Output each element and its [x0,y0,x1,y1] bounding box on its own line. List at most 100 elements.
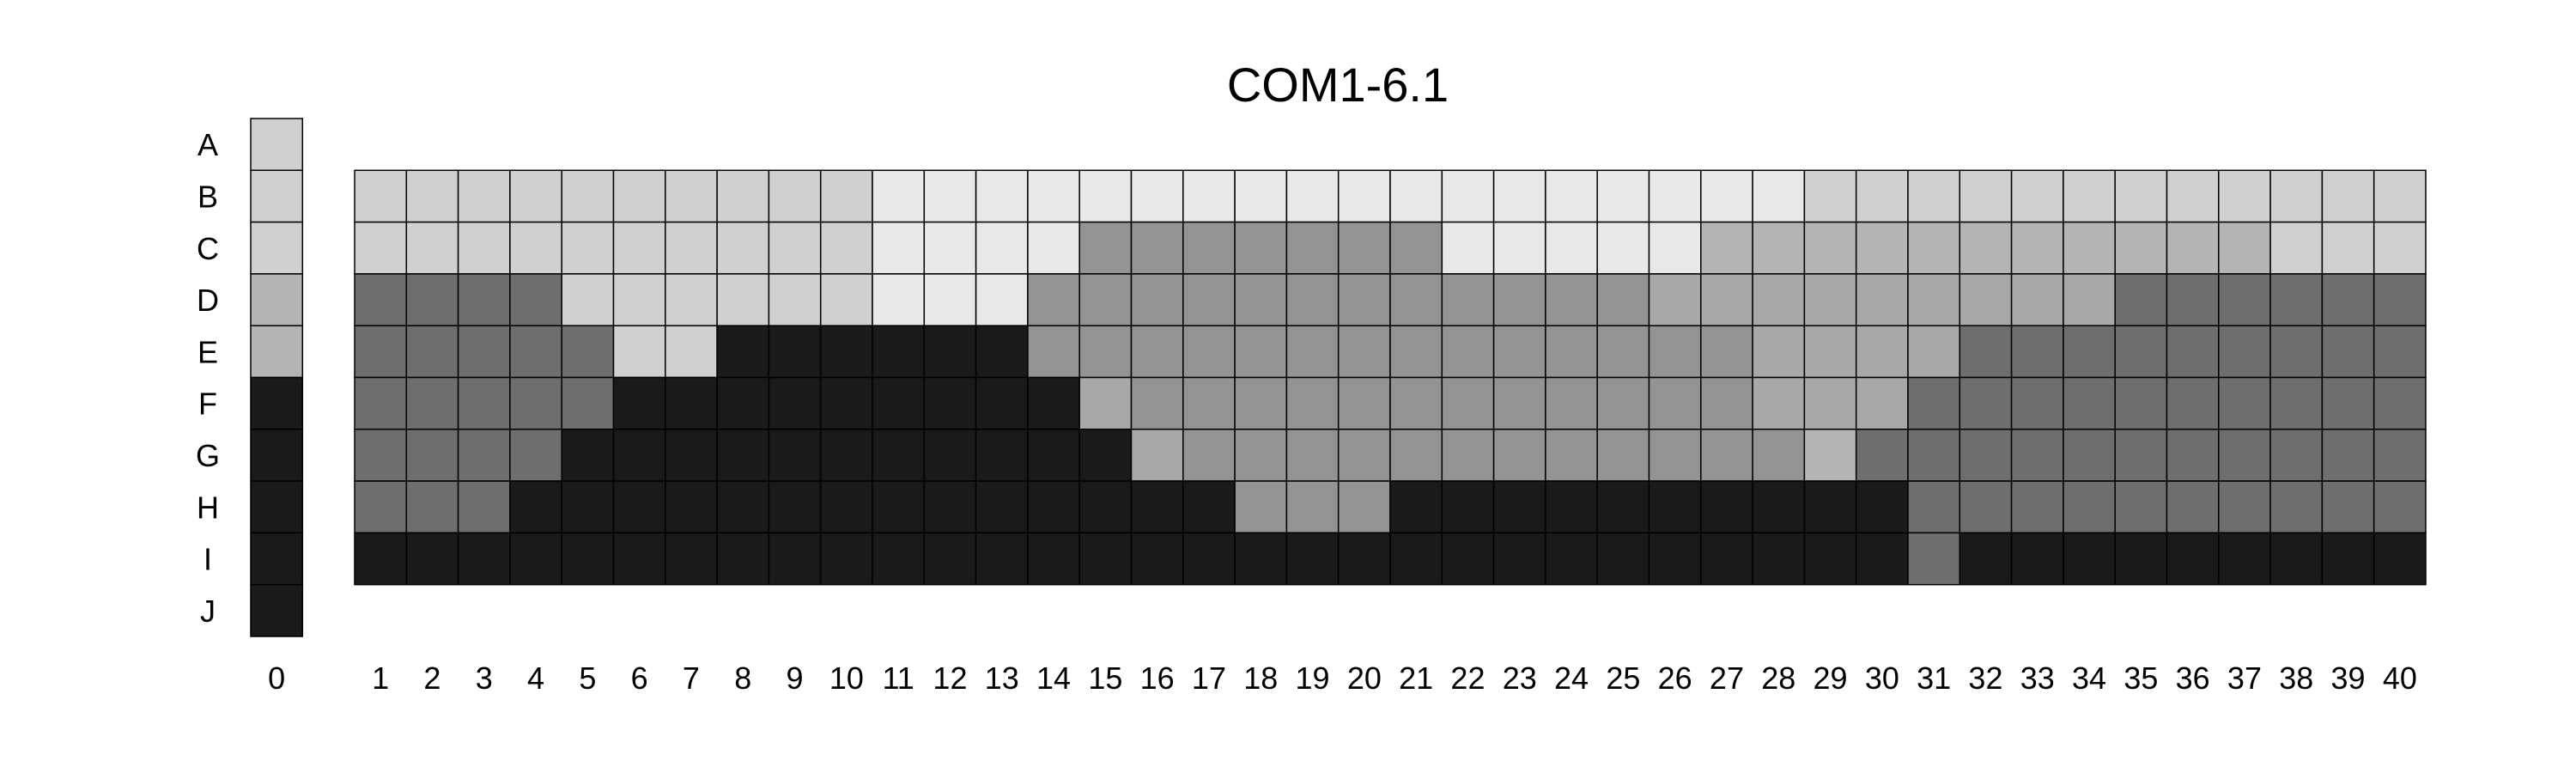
column-label-37: 37 [2227,660,2262,696]
cell-b-20 [1337,169,1391,223]
cell-c-33 [2010,221,2064,275]
cell-i-27 [1700,532,1753,586]
cell-b-32 [1959,169,2013,223]
cell-f-40 [2372,376,2427,430]
cell-e-33 [2010,325,2064,379]
row-label-b: B [197,179,218,214]
cell-g-28 [1752,429,1806,482]
reference-cell-e [250,325,304,379]
cell-d-9 [768,273,822,326]
cell-i-22 [1441,532,1495,586]
cell-c-32 [1959,221,2013,275]
column-label-31: 31 [1917,660,1951,696]
cell-h-25 [1596,480,1650,534]
cell-c-35 [2114,221,2168,275]
cell-h-7 [665,480,718,534]
cell-b-17 [1182,169,1236,223]
cell-b-38 [2269,169,2324,223]
row-label-d: D [197,283,219,318]
cell-d-3 [457,273,511,326]
cell-f-1 [354,376,408,430]
cell-c-23 [1492,221,1546,275]
cell-f-18 [1234,376,1288,430]
cell-i-39 [2321,532,2375,586]
cell-e-8 [716,325,770,379]
cell-i-15 [1078,532,1133,586]
column-label-26: 26 [1658,660,1692,696]
cell-e-26 [1648,325,1702,379]
cell-e-27 [1700,325,1753,379]
reference-cell-a [250,118,304,172]
cell-f-9 [768,376,822,430]
column-label-33: 33 [2020,660,2055,696]
cell-d-33 [2010,273,2064,326]
row-label-j: J [200,593,216,629]
cell-g-11 [872,429,926,482]
cell-g-29 [1803,429,1857,482]
cell-e-34 [2063,325,2116,379]
chart-title: COM1-6.1 [1227,58,1449,112]
cell-i-13 [975,532,1029,586]
column-label-24: 24 [1554,660,1589,696]
cell-f-8 [716,376,770,430]
cell-h-16 [1130,480,1184,534]
cell-b-5 [561,169,615,223]
cell-h-9 [768,480,822,534]
cell-b-37 [2218,169,2271,223]
cell-f-11 [872,376,926,430]
cell-f-19 [1285,376,1340,430]
column-label-36: 36 [2176,660,2210,696]
cell-c-30 [1855,221,1909,275]
reference-cell-d [250,273,304,326]
cell-g-20 [1337,429,1391,482]
cell-d-27 [1700,273,1753,326]
cell-g-30 [1855,429,1909,482]
column-label-34: 34 [2072,660,2106,696]
cell-g-33 [2010,429,2064,482]
cell-g-14 [1027,429,1080,482]
cell-f-4 [509,376,562,430]
cell-i-20 [1337,532,1391,586]
cell-c-29 [1803,221,1857,275]
cell-h-20 [1337,480,1391,534]
cell-f-3 [457,376,511,430]
cell-f-7 [665,376,718,430]
cell-f-13 [975,376,1029,430]
cell-b-40 [2372,169,2427,223]
cell-b-27 [1700,169,1753,223]
reference-cell-j [250,583,304,637]
cell-g-8 [716,429,770,482]
cell-e-29 [1803,325,1857,379]
cell-e-17 [1182,325,1236,379]
cell-c-4 [509,221,562,275]
column-label-8: 8 [734,660,751,696]
cell-i-8 [716,532,770,586]
cell-e-20 [1337,325,1391,379]
column-label-18: 18 [1243,660,1278,696]
cell-d-10 [819,273,873,326]
column-label-1: 1 [372,660,389,696]
cell-d-15 [1078,273,1133,326]
cell-g-7 [665,429,718,482]
cell-h-31 [1907,480,1961,534]
cell-e-3 [457,325,511,379]
cell-e-21 [1389,325,1443,379]
cell-c-38 [2269,221,2324,275]
cell-e-39 [2321,325,2375,379]
cell-b-3 [457,169,511,223]
cell-e-24 [1545,325,1598,379]
cell-f-33 [2010,376,2064,430]
cell-i-25 [1596,532,1650,586]
reference-column [250,118,304,637]
row-label-f: F [198,386,217,422]
cell-c-19 [1285,221,1340,275]
cell-b-36 [2166,169,2220,223]
column-label-14: 14 [1036,660,1071,696]
cell-e-31 [1907,325,1961,379]
cell-b-19 [1285,169,1340,223]
cell-b-35 [2114,169,2168,223]
cell-g-27 [1700,429,1753,482]
cell-h-6 [612,480,666,534]
cell-b-28 [1752,169,1806,223]
